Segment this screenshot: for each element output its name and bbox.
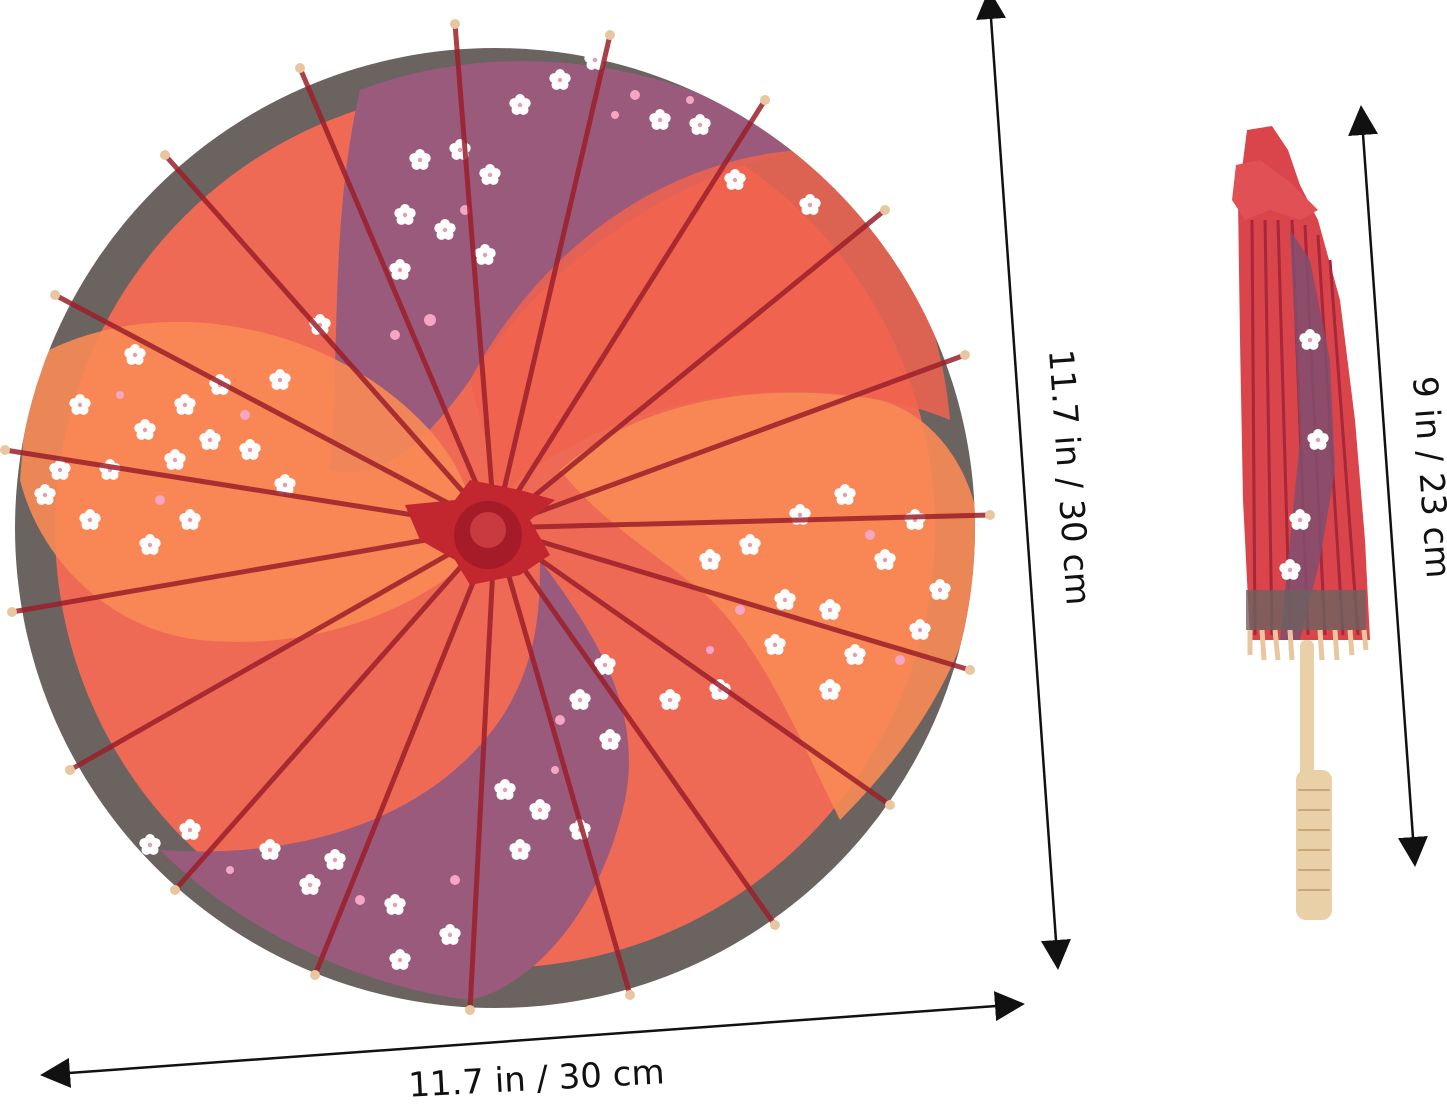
closed-purple-stripe (1280, 230, 1335, 640)
umbrella-center-knot (405, 480, 555, 585)
umbrella-handle (1296, 770, 1332, 920)
width-arrow (40, 991, 1025, 1088)
height-arrow (976, 0, 1071, 970)
pink-dot-pattern (116, 90, 905, 905)
closed-canopy-tip (1232, 160, 1318, 220)
closed-length-arrow (1348, 105, 1428, 867)
umbrella-shaft (1300, 640, 1314, 780)
closed-length-label: 9 in / 23 cm (1404, 375, 1447, 580)
orange-petal-left (20, 321, 474, 642)
width-label: 11.7 in / 30 cm (407, 1052, 665, 1105)
dimension-arrows (40, 0, 1428, 1088)
purple-band-bottom (160, 560, 629, 1000)
closed-umbrella (1232, 126, 1370, 920)
orange-petal-right (560, 392, 975, 820)
coral-petal-top (470, 150, 950, 500)
closed-rim-band (1246, 590, 1366, 630)
umbrella-ribs (4, 23, 991, 1011)
height-label: 11.7 in / 30 cm (1040, 348, 1098, 607)
open-umbrella (0, 19, 995, 1015)
